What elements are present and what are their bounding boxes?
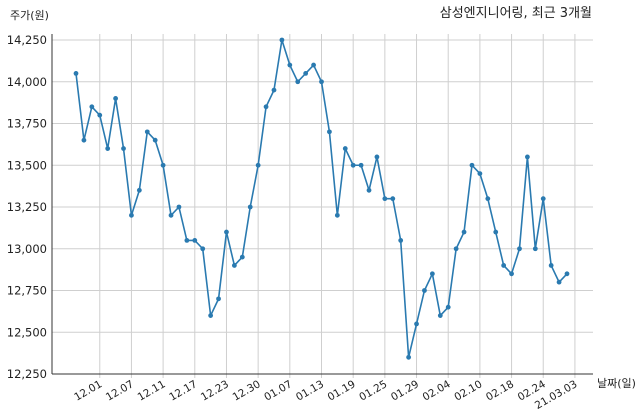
data-point (414, 321, 419, 327)
data-point (263, 104, 269, 110)
data-point (509, 271, 514, 277)
data-point (422, 288, 427, 293)
data-point (184, 238, 190, 243)
data-point (461, 229, 467, 235)
data-point (327, 129, 332, 135)
data-point (493, 229, 499, 235)
y-tick-label: 13,500 (7, 158, 47, 172)
x-tick-label: 12.17 (167, 378, 199, 403)
data-point (144, 129, 150, 135)
data-point (453, 246, 459, 252)
x-tick-label: 12.01 (72, 378, 104, 403)
data-point (279, 37, 285, 43)
x-tick-label: 01.13 (294, 378, 326, 403)
data-point (540, 196, 546, 202)
y-tick-label: 13,000 (7, 242, 47, 256)
x-tick-label: 12.11 (136, 378, 168, 403)
data-point (152, 137, 158, 143)
y-tick-label: 14,250 (7, 33, 47, 47)
data-point (129, 212, 134, 218)
data-point (160, 162, 166, 168)
data-point (398, 238, 404, 243)
data-point (366, 187, 372, 193)
y-tick-label: 13,250 (7, 200, 47, 214)
data-point (168, 212, 174, 218)
data-point (295, 79, 301, 85)
price-series (73, 37, 570, 360)
y-tick-label: 12,500 (7, 325, 47, 339)
x-tick-label: 01.19 (326, 378, 358, 403)
x-tick-label: 01.07 (262, 378, 294, 403)
y-tick-label: 13,750 (7, 117, 47, 131)
data-point (176, 204, 182, 210)
data-point (556, 279, 562, 285)
data-point (564, 271, 570, 277)
data-point (287, 62, 293, 68)
data-point (350, 162, 356, 168)
data-point (525, 154, 530, 160)
data-point (121, 146, 126, 151)
data-point (406, 354, 412, 360)
data-point (469, 162, 475, 168)
data-point (224, 229, 229, 235)
x-tick-label: 12.07 (104, 378, 136, 403)
data-point (532, 246, 538, 252)
y-axis-title: 주가(원) (10, 9, 49, 22)
data-point (239, 254, 245, 260)
data-point (382, 196, 388, 202)
data-point (311, 62, 316, 68)
data-point (231, 263, 237, 268)
data-point (81, 137, 87, 143)
data-point (255, 162, 261, 168)
data-point (390, 196, 396, 202)
x-tick-label: 01.29 (389, 378, 421, 403)
x-tick-label: 01.25 (357, 378, 389, 403)
data-point (136, 187, 142, 193)
x-tick-label: 02.10 (452, 378, 484, 403)
data-point (97, 112, 103, 118)
data-point (334, 212, 340, 218)
data-point (105, 146, 111, 151)
data-point (501, 263, 507, 268)
data-point (342, 146, 348, 151)
y-tick-label: 12,250 (7, 367, 47, 381)
x-tick-label: 12.30 (231, 378, 263, 403)
data-point (445, 304, 451, 310)
axes (51, 34, 593, 375)
data-point (358, 162, 364, 168)
data-point (89, 104, 95, 110)
data-point (485, 196, 491, 202)
data-point (429, 271, 435, 277)
data-point (271, 87, 277, 93)
data-point (113, 96, 118, 101)
data-point (216, 296, 221, 302)
x-tick-label: 12.23 (199, 378, 231, 403)
data-point (192, 238, 198, 243)
data-point (319, 79, 324, 85)
data-point (374, 154, 380, 160)
data-point (477, 171, 483, 177)
y-tick-label: 14,000 (7, 75, 47, 89)
y-tick-label: 12,750 (7, 284, 47, 298)
data-point (437, 313, 443, 318)
x-tick-label: 02.04 (421, 378, 453, 404)
data-point (517, 246, 522, 252)
data-point (548, 263, 554, 268)
data-point (247, 204, 253, 210)
x-tick-label: 02.18 (484, 378, 516, 403)
data-point (200, 246, 206, 252)
data-point (303, 71, 309, 76)
data-point (73, 71, 79, 76)
chart-title: 삼성엔지니어링, 최근 3개월 (440, 6, 592, 21)
data-point (208, 313, 214, 318)
x-axis-title: 날짜(일) (597, 376, 636, 390)
